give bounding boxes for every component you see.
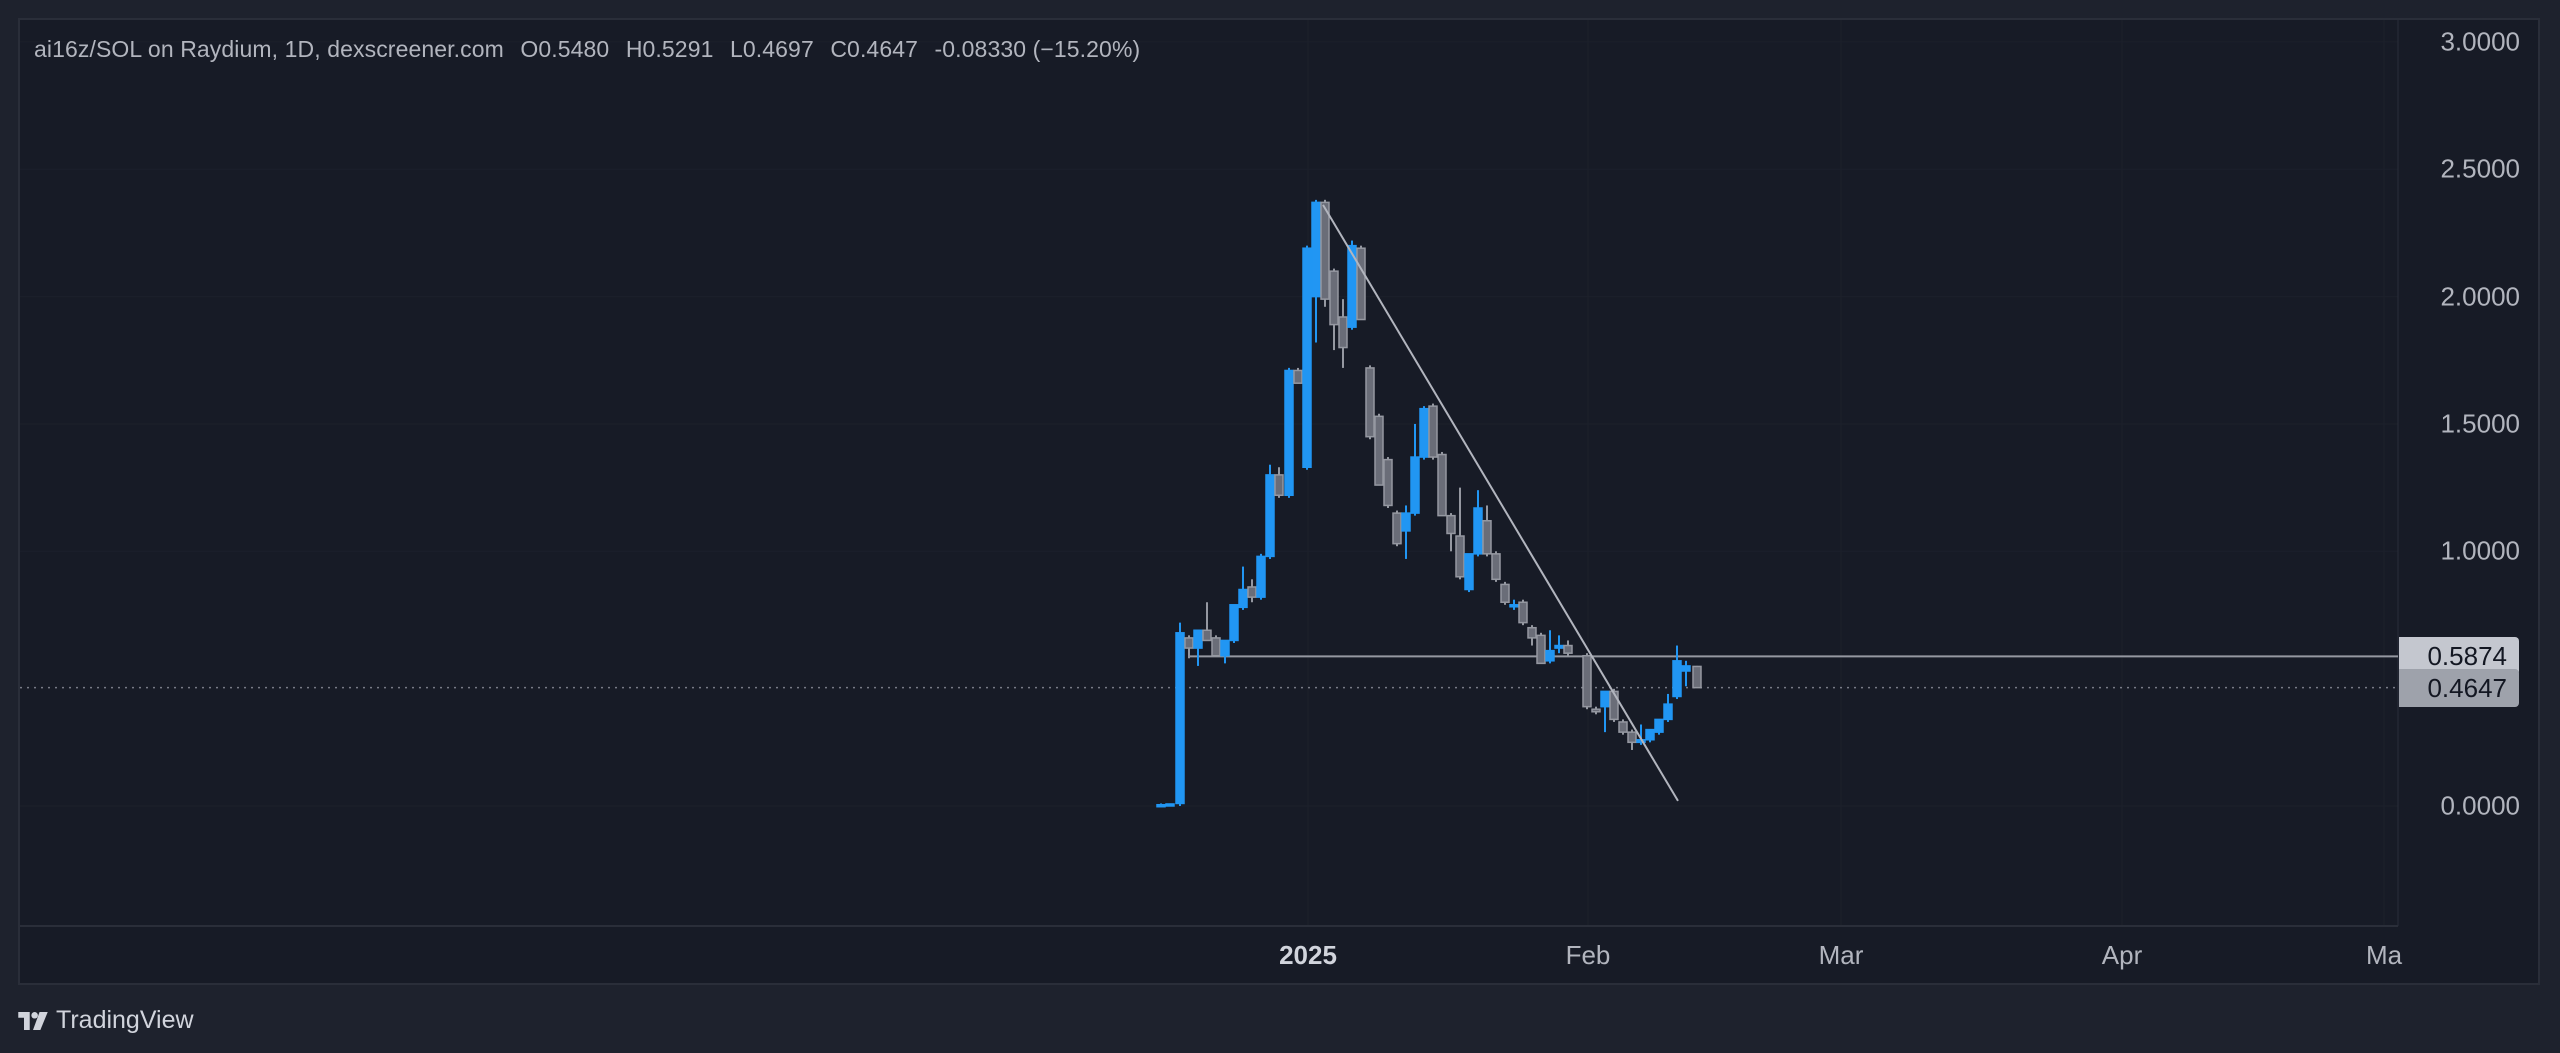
price-tick: 1.5000 — [2440, 408, 2520, 439]
candle — [1428, 403, 1438, 460]
candle — [1165, 803, 1175, 807]
candle — [1582, 653, 1592, 710]
candle — [1238, 566, 1248, 610]
candle — [1175, 622, 1185, 806]
candle — [1419, 406, 1429, 460]
candle — [1473, 490, 1483, 557]
candle — [1627, 729, 1637, 750]
candle — [1509, 599, 1519, 610]
candle — [1600, 690, 1610, 733]
low-value: L0.4697 — [730, 36, 814, 62]
candle — [1256, 553, 1266, 600]
candle — [1383, 457, 1393, 509]
candle — [1518, 599, 1528, 626]
grid-lines — [20, 20, 2398, 926]
candle — [1563, 640, 1573, 656]
candle — [1356, 245, 1366, 321]
candle — [1410, 423, 1420, 516]
close-value: C0.4647 — [830, 36, 919, 62]
candle — [1672, 645, 1682, 700]
candle — [1645, 728, 1655, 743]
time-tick: 2025 — [1279, 940, 1337, 970]
candle — [1274, 467, 1284, 498]
candle — [1437, 451, 1447, 517]
candle — [1464, 553, 1474, 593]
candle — [1374, 413, 1384, 486]
candle — [1156, 803, 1166, 808]
candle — [1311, 199, 1321, 343]
tradingview-branding[interactable]: TradingView — [18, 1006, 194, 1035]
symbol-label: ai16z/SOL on Raydium, 1D, dexscreener.co… — [34, 36, 504, 62]
price-tick: 2.0000 — [2440, 281, 2520, 312]
time-tick: Apr — [2101, 940, 2143, 970]
candle — [1500, 581, 1510, 605]
open-value: O0.5480 — [520, 36, 610, 62]
candle — [1545, 630, 1555, 664]
tradingview-logo-icon — [18, 1011, 48, 1030]
candle — [1365, 365, 1375, 440]
candle — [1329, 268, 1339, 351]
change-value: -0.08330 (−15.20%) — [934, 36, 1141, 62]
time-tick: Feb — [1565, 940, 1611, 970]
chart-panel — [18, 18, 2540, 985]
candle — [1220, 639, 1230, 664]
candle — [1446, 513, 1456, 552]
candle — [1455, 487, 1465, 580]
candle — [1482, 505, 1492, 557]
price-tick: 0.0000 — [2440, 790, 2520, 821]
candle — [1302, 245, 1312, 470]
candle — [1692, 665, 1702, 689]
high-value: H0.5291 — [625, 36, 714, 62]
price-tick: 2.5000 — [2440, 153, 2520, 184]
chart-legend: ai16z/SOL on Raydium, 1D, dexscreener.co… — [34, 36, 1150, 63]
candle — [1527, 625, 1537, 646]
candle — [1338, 299, 1348, 368]
candle — [1491, 551, 1501, 582]
candle — [1536, 632, 1546, 665]
candles — [1156, 199, 1702, 808]
candle — [1320, 199, 1330, 307]
candle — [1654, 718, 1664, 735]
candle — [1229, 604, 1239, 643]
candle — [1591, 706, 1601, 715]
trend-line[interactable] — [1322, 204, 1679, 802]
price-tick: 3.0000 — [2440, 26, 2520, 57]
candle — [1618, 719, 1628, 735]
candle — [1284, 367, 1294, 498]
candle — [1211, 635, 1221, 657]
candle — [1184, 635, 1194, 659]
candle — [1392, 510, 1402, 547]
tradingview-label: TradingView — [56, 1006, 194, 1034]
price-tick: 1.0000 — [2440, 535, 2520, 566]
candle — [1681, 660, 1691, 687]
candle — [1401, 505, 1411, 559]
time-tick: Mar — [1818, 940, 1864, 970]
last-price-tag: 0.4647 — [2399, 668, 2519, 707]
candle — [1265, 464, 1275, 559]
horizontal-lines — [20, 655, 2398, 689]
candle — [1193, 629, 1203, 666]
time-tick: Ma — [2365, 940, 2403, 970]
candle — [1247, 579, 1257, 603]
candle — [1554, 635, 1564, 654]
candle — [1202, 602, 1212, 642]
candle — [1663, 693, 1673, 722]
candle — [1293, 367, 1303, 384]
